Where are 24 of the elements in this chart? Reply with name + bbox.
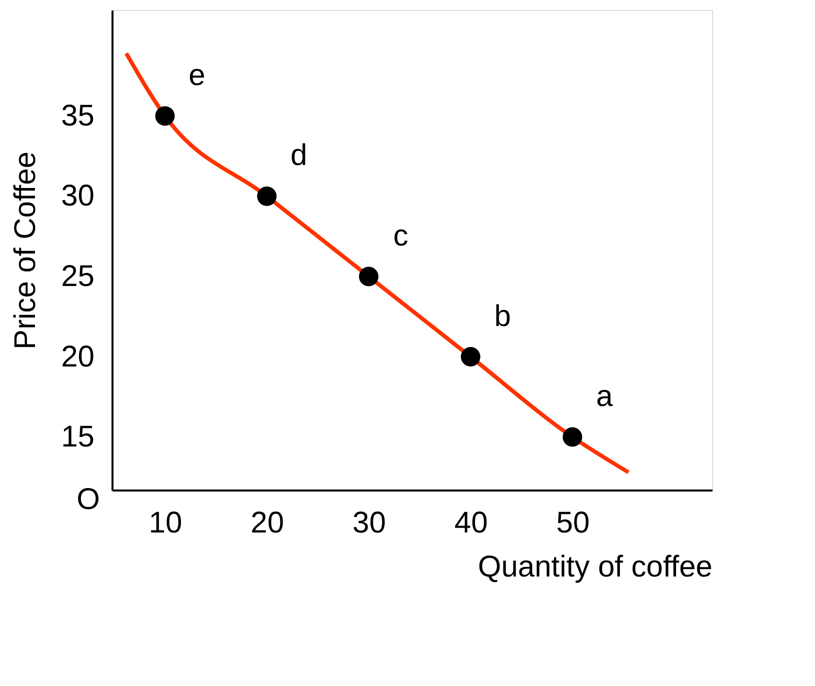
data-label: d (290, 139, 308, 172)
y-tick-label: 20 (61, 340, 94, 374)
data-label: c (393, 219, 408, 252)
text: O (76, 483, 100, 516)
point (562, 427, 582, 447)
point (460, 347, 480, 366)
point (257, 186, 277, 206)
data-label: b (494, 300, 511, 333)
y-tick-label: 15 (61, 420, 94, 454)
point (155, 106, 175, 126)
point (358, 266, 378, 286)
data-label: e (188, 58, 206, 92)
y-tick-label: 35 (61, 99, 94, 132)
data-label: a (596, 380, 614, 414)
line-series (124, 51, 630, 474)
x-tick-label: 40 (454, 506, 488, 540)
y-axis-title: Price of Coffee (9, 152, 42, 350)
y-tick-label: 30 (61, 180, 94, 213)
x-tick-label: 20 (250, 506, 284, 540)
x-tick-label: 10 (148, 506, 182, 540)
y-tick-label: 25 (61, 260, 94, 293)
x-tick-label: 30 (352, 506, 386, 540)
x-tick-label: 50 (556, 506, 590, 540)
x-axis-title: Quantity of coffee (478, 550, 712, 584)
